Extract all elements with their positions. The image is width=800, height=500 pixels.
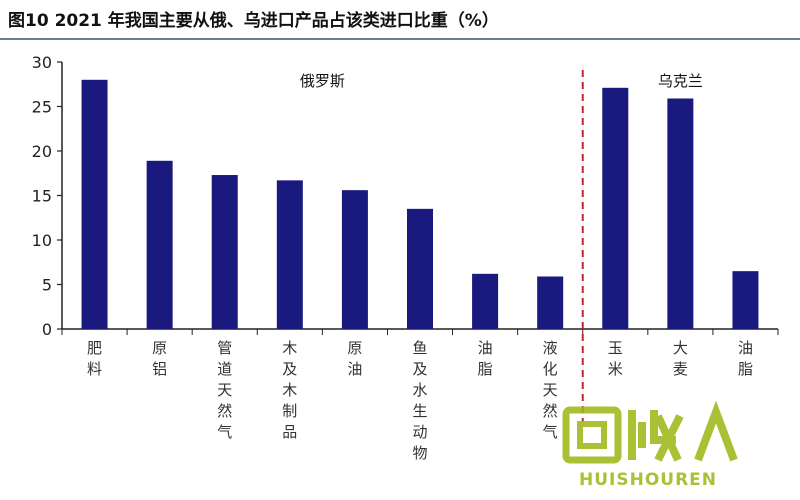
x-tick-label: 油脂	[738, 339, 753, 378]
title-divider	[0, 38, 800, 40]
watermark-logo-icon	[562, 400, 738, 464]
bar	[667, 98, 694, 330]
bar	[732, 271, 759, 329]
x-tick-label: 鱼及水生动物	[412, 339, 427, 462]
axes: 0 5 10 15 20 25 30	[32, 53, 779, 339]
bar	[602, 87, 629, 329]
x-tick-label: 肥料	[87, 339, 102, 378]
y-tick-label: 5	[42, 276, 52, 295]
bar	[407, 208, 433, 329]
x-tick-label: 木及木制品	[282, 339, 297, 441]
bars	[81, 79, 759, 330]
bar	[211, 175, 238, 329]
x-tick-label: 油脂	[478, 339, 493, 378]
bar	[146, 160, 173, 329]
bar	[537, 276, 564, 329]
y-tick-label: 25	[32, 98, 52, 117]
category-labels: 肥料 原铝 管道天然气 木及木制品 原油 鱼及水生动物 油脂 液化天然气 玉米 大麦 油脂	[87, 339, 753, 462]
group-label: 乌克兰	[658, 72, 703, 90]
bar	[81, 79, 108, 329]
x-tick-label: 液化天然气	[543, 339, 558, 441]
bar	[276, 180, 303, 329]
x-tick-label: 玉米	[608, 339, 623, 378]
y-tick-label: 10	[32, 231, 52, 250]
bar	[472, 273, 499, 329]
watermark-logo: HUISHOUREN	[558, 400, 738, 496]
x-tick-label: 原油	[347, 339, 362, 378]
group-label: 俄罗斯	[300, 72, 345, 90]
y-tick-label: 15	[32, 187, 52, 206]
y-tick-label: 30	[32, 53, 52, 72]
bar	[341, 190, 368, 329]
group-labels: 俄罗斯 乌克兰	[300, 70, 703, 422]
chart-title: 图10 2021 年我国主要从俄、乌进口产品占该类进口比重（%）	[8, 11, 499, 31]
x-tick-label: 原铝	[152, 339, 167, 378]
y-tick-label: 20	[32, 142, 52, 161]
y-tick-label: 0	[42, 320, 52, 339]
x-tick-label: 管道天然气	[217, 339, 232, 441]
x-tick-label: 大麦	[673, 339, 688, 378]
watermark-brand-text: HUISHOUREN	[578, 470, 717, 490]
